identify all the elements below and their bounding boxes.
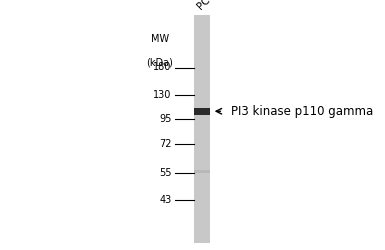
Text: 43: 43 <box>159 195 171 205</box>
Text: 55: 55 <box>159 168 171 177</box>
Text: 72: 72 <box>159 139 171 149</box>
Bar <box>194 170 210 173</box>
Text: PI3 kinase p110 gamma: PI3 kinase p110 gamma <box>231 105 373 118</box>
Bar <box>194 108 210 115</box>
Text: 130: 130 <box>153 90 171 100</box>
Text: 180: 180 <box>153 62 171 72</box>
Text: PC-12: PC-12 <box>195 0 224 11</box>
Text: MW: MW <box>151 34 169 44</box>
Text: 95: 95 <box>159 114 171 124</box>
Text: (kDa): (kDa) <box>146 58 173 68</box>
Bar <box>194 15 210 242</box>
